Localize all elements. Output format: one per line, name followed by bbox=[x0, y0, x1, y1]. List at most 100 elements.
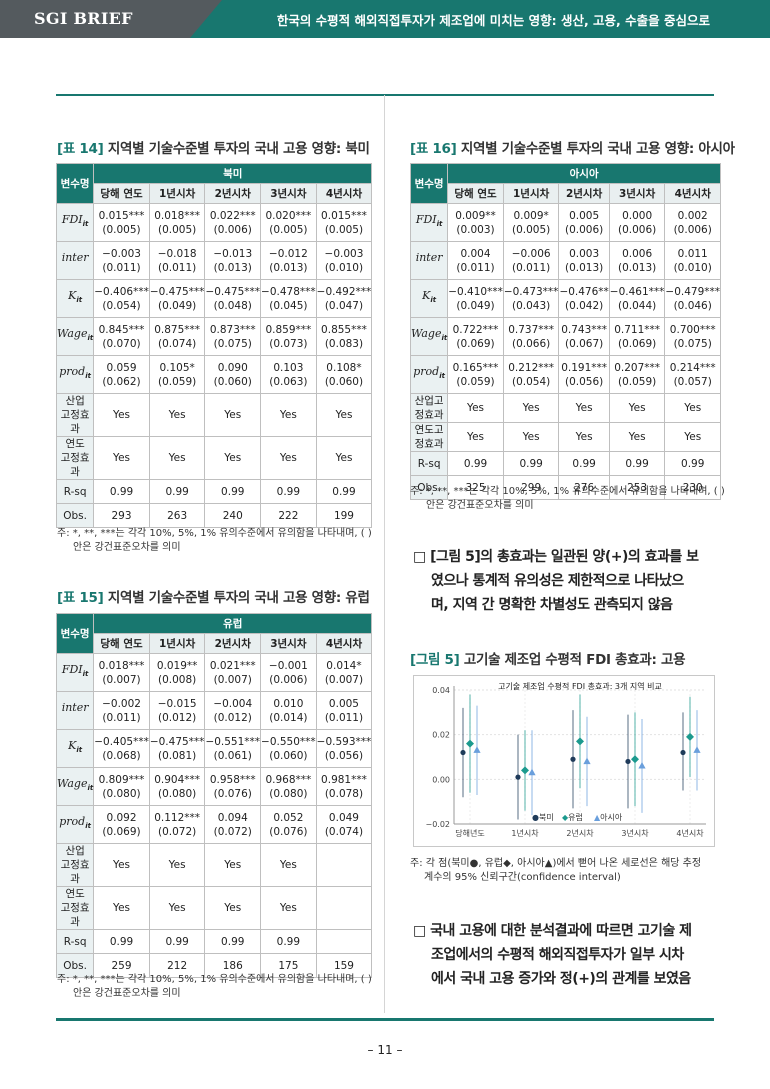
column-header: 당해 연도 bbox=[447, 183, 504, 204]
variable-label: FDIit bbox=[55, 203, 95, 242]
row-label: R-sq bbox=[55, 929, 95, 954]
table-cell: −0.406*** (0.054) bbox=[93, 279, 150, 318]
table-cell: Yes bbox=[447, 422, 504, 452]
x-tick-label: 1년시차 bbox=[511, 828, 539, 838]
point-europe bbox=[686, 732, 694, 741]
table-cell: 0.004 (0.011) bbox=[447, 241, 504, 280]
table-16: 변수명 아시아 당해 연도 1년시차 2년시차 3년시차 4년시차 FDIit 0.009**(… bbox=[409, 163, 722, 500]
column-header: 1년시차 bbox=[148, 183, 206, 204]
row-label: Obs. bbox=[409, 475, 449, 500]
point-europe bbox=[521, 766, 529, 775]
point-north-america bbox=[570, 756, 576, 762]
x-tick-label: 2년시차 bbox=[566, 828, 594, 838]
table-cell: 0.052 (0.076) bbox=[260, 805, 317, 844]
table-cell: 0.99 bbox=[447, 451, 504, 476]
table-cell: Yes bbox=[558, 422, 610, 452]
figure-5-title: [그림 5] 고기술 제조업 수평적 FDI 총효과: 고용 bbox=[410, 652, 686, 668]
table-cell: Yes bbox=[502, 422, 560, 452]
table-cell: 0.112*** (0.072) bbox=[148, 805, 206, 844]
x-tick-label: 4년시차 bbox=[676, 828, 704, 838]
table-cell: 0.99 bbox=[260, 479, 317, 504]
variable-label: Kit bbox=[55, 729, 95, 768]
point-asia bbox=[473, 746, 481, 753]
table-cell: 0.015*** (0.005) bbox=[93, 203, 150, 242]
legend-item: ●북미 bbox=[532, 813, 554, 822]
variable-label: inter bbox=[55, 691, 95, 730]
table-cell: 0.214*** (0.057) bbox=[664, 355, 722, 394]
table-cell: 0.015*** (0.005) bbox=[315, 203, 373, 242]
page-number: – 11 – bbox=[367, 1043, 403, 1057]
y-tick-label: −0.02 bbox=[425, 820, 450, 829]
document-title: 한국의 수평적 해외직접투자가 제조업에 미치는 영향: 생산, 고용, 수출을… bbox=[276, 13, 710, 28]
column-header: 3년시차 bbox=[260, 183, 317, 204]
table-cell: 199 bbox=[315, 503, 373, 528]
top-rule bbox=[56, 94, 714, 96]
row-label: 연도고정효과 bbox=[409, 422, 449, 452]
table-cell: 0.009** (0.003) bbox=[447, 203, 504, 242]
table-cell: −0.475*** (0.081) bbox=[148, 729, 206, 768]
y-tick-label: 0.00 bbox=[432, 775, 450, 784]
table-cell: 0.99 bbox=[260, 929, 317, 954]
table-cell: −0.461*** (0.044) bbox=[608, 279, 666, 318]
table-cell: −0.003 (0.010) bbox=[315, 241, 373, 280]
table-cell: Yes bbox=[315, 393, 373, 437]
table-cell: −0.013 (0.013) bbox=[204, 241, 262, 280]
table-cell: −0.475*** (0.048) bbox=[204, 279, 262, 318]
table-cell: Yes bbox=[315, 436, 373, 480]
table-cell: Yes bbox=[664, 393, 722, 423]
table-cell: −0.012 (0.013) bbox=[260, 241, 317, 280]
column-header: 2년시차 bbox=[204, 633, 262, 654]
table-cell: Yes bbox=[260, 886, 317, 930]
point-europe bbox=[466, 739, 474, 748]
table-cell: −0.476** (0.042) bbox=[558, 279, 610, 318]
row-label: Obs. bbox=[55, 503, 95, 528]
table-cell: −0.479*** (0.046) bbox=[664, 279, 722, 318]
row-label: 산업고정효과 bbox=[409, 393, 449, 423]
table-cell: 0.99 bbox=[502, 451, 560, 476]
variable-label: Wageit bbox=[409, 317, 449, 356]
table-cell: 276 bbox=[558, 475, 610, 500]
table-cell: 0.904*** (0.080) bbox=[148, 767, 206, 806]
table-cell: 0.019** (0.008) bbox=[148, 653, 206, 692]
region-header: 북미 bbox=[93, 163, 373, 184]
column-header: 2년시차 bbox=[558, 183, 610, 204]
table-cell: 0.005 (0.011) bbox=[315, 691, 373, 730]
table-cell: 325 bbox=[447, 475, 504, 500]
row-label: Obs. bbox=[55, 953, 95, 978]
table-cell: 0.010 (0.014) bbox=[260, 691, 317, 730]
table-cell: 0.105* (0.059) bbox=[148, 355, 206, 394]
table-cell: Yes bbox=[93, 436, 150, 480]
table-cell: −0.018 (0.011) bbox=[148, 241, 206, 280]
table-cell: −0.475*** (0.049) bbox=[148, 279, 206, 318]
point-north-america bbox=[680, 749, 686, 756]
coefficient-plot: 0.04 0.02 0.00 −0.02 당해년도 1년시차 2년시차 3년시차 4년시차 고기술… bbox=[425, 681, 706, 838]
table-cell: Yes bbox=[93, 393, 150, 437]
table-cell: 0.011 (0.010) bbox=[664, 241, 722, 280]
table-cell: Yes bbox=[447, 393, 504, 423]
row-label: R-sq bbox=[55, 479, 95, 504]
column-header: 4년시차 bbox=[315, 183, 373, 204]
table-cell: Yes bbox=[260, 843, 317, 887]
table-cell: 0.059 (0.062) bbox=[93, 355, 150, 394]
table-cell: −0.001 (0.006) bbox=[260, 653, 317, 692]
table-cell bbox=[315, 843, 373, 887]
variable-label: prodit bbox=[55, 805, 95, 844]
table-cell: 0.968*** (0.080) bbox=[260, 767, 317, 806]
table-16-title: [표 16] 지역별 기술수준별 투자의 국내 고용 영향: 아시아 bbox=[410, 141, 735, 157]
table-14-note: 주: *, **, ***는 각각 10%, 5%, 1% 유의수준에서 유의함… bbox=[57, 528, 372, 553]
table-cell: 222 bbox=[260, 503, 317, 528]
table-cell: 0.873*** (0.075) bbox=[204, 317, 262, 356]
table-cell: −0.478*** (0.045) bbox=[260, 279, 317, 318]
point-asia bbox=[693, 746, 701, 753]
table-cell: 0.99 bbox=[315, 479, 373, 504]
variable-label: Kit bbox=[409, 279, 449, 318]
var-header: 변수명 bbox=[409, 163, 449, 204]
table-cell: −0.593*** (0.056) bbox=[315, 729, 373, 768]
table-cell: 0.020*** (0.005) bbox=[260, 203, 317, 242]
table-cell: −0.002 (0.011) bbox=[93, 691, 150, 730]
column-header: 1년시차 bbox=[502, 183, 560, 204]
table-cell: 0.99 bbox=[93, 479, 150, 504]
figure-5-chart: 0.04 0.02 0.00 −0.02 당해년도 1년시차 2년시차 3년시차 4년시차 고기술… bbox=[413, 675, 715, 847]
table-cell: 0.090 (0.060) bbox=[204, 355, 262, 394]
